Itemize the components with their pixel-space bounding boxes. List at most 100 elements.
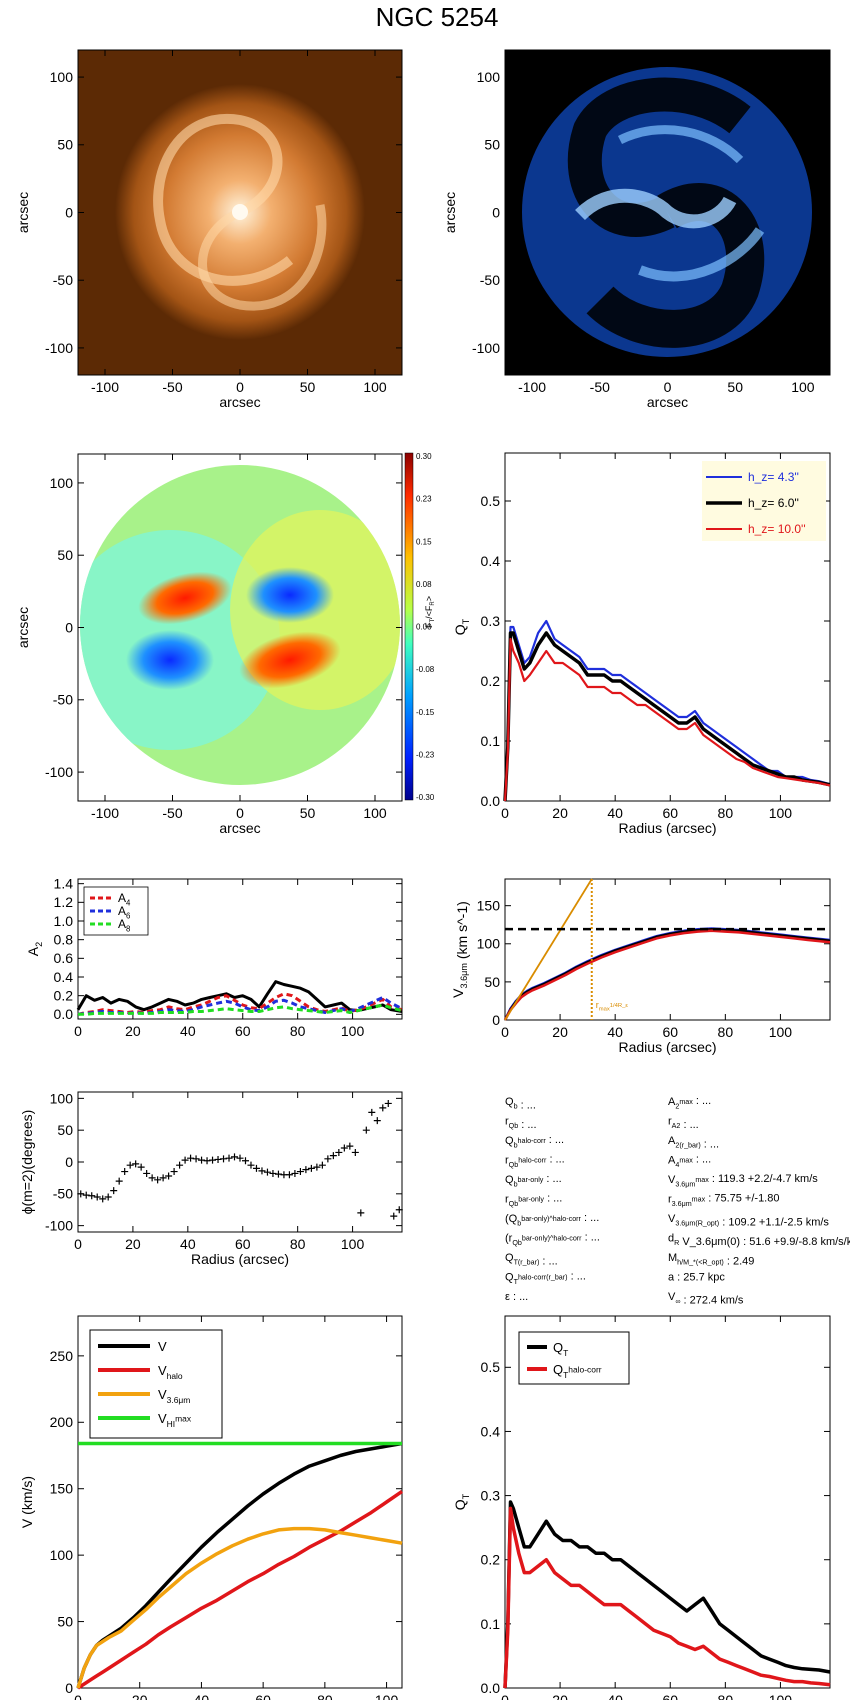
phase-point: [241, 1157, 249, 1165]
force-map-xtick-label: -50: [162, 805, 182, 821]
force-map-axes: -100 -50 0 50 100 -100 -50 0 50 100 arcsec arcsec: [15, 453, 403, 836]
phase-point: [143, 1169, 151, 1177]
force-map-blue-lobe-2: [246, 567, 334, 623]
qt-hz-legend-label: h_z= 10.0'': [748, 522, 806, 536]
rotation-36-xtick-label: 0: [501, 1024, 509, 1040]
colorbar-tick-label: -0.30: [416, 793, 435, 802]
colorbar-label: FT/<FR>: [424, 596, 436, 628]
amplitudes-ytick-label: 0.8: [54, 932, 74, 948]
force-map-blue-lobe-1: [126, 630, 214, 690]
phase-point: [176, 1161, 184, 1169]
image-residual-ytick-label: 100: [477, 69, 501, 85]
rotation-36-ylabel: V3.6μm (km s^-1): [450, 901, 470, 998]
info-left-line: (Qbbar-only)^halo-corr : ...: [505, 1212, 599, 1227]
info-panel: Qb : ... rQb : ... Qbhalo-corr : ... rQbhal…: [505, 1095, 850, 1306]
info-right-line: rA2 : ...: [668, 1116, 699, 1131]
phase-point: [165, 1172, 173, 1180]
phase-point: [154, 1176, 162, 1184]
phase-point: [126, 1161, 134, 1169]
image-residual-xtick-label: -50: [590, 379, 610, 395]
rotation-decomp-ytick-label: 0: [65, 1680, 73, 1696]
phase-point: [170, 1168, 178, 1176]
phase-point: [373, 1117, 381, 1125]
phase-point: [121, 1168, 129, 1176]
qt-halo-xtick-label: 0: [501, 1692, 509, 1700]
info-right-line: A2max : ...: [668, 1095, 711, 1110]
amplitudes-xtick-label: 0: [74, 1023, 82, 1039]
image-residual-xtick-label: 50: [727, 379, 743, 395]
image-residual-ytick-label: 0: [492, 204, 500, 220]
rotation-decomp-legend-label: V: [158, 1339, 167, 1354]
phase-point: [291, 1169, 299, 1177]
phase-point: [159, 1174, 167, 1182]
info-right-line: V3.6μmmax : 119.3 +2.2/-4.7 km/s: [668, 1173, 818, 1188]
figure-title: NGC 5254: [376, 2, 499, 32]
amplitudes-ytick-label: 1.2: [54, 894, 74, 910]
qt-halo-frame: [504, 1315, 831, 1689]
rotation-36-xtick-label: 60: [662, 1024, 678, 1040]
phase-point: [379, 1104, 387, 1112]
image-36-ytick-label: -100: [45, 340, 73, 356]
residual-dark-arm-1: [586, 183, 765, 348]
image-36-xtick-label: 100: [363, 379, 387, 395]
phase-point: [258, 1167, 266, 1175]
panel-force-map: 0.30 0.23 0.15 0.08 0.00 -0.08 -0.15 -0.23 -0.30…: [78, 452, 436, 802]
rotation-decomp-ytick-label: 50: [57, 1613, 73, 1629]
info-left-line: QT(r_bar) : ...: [505, 1252, 558, 1267]
qt-hz-ytick-label: 0.5: [481, 493, 501, 509]
phase-xlabel: Radius (arcsec): [191, 1251, 289, 1267]
rotation-decomp-ytick-label: 150: [50, 1481, 74, 1497]
qt-hz-ytick-label: 0.3: [481, 613, 501, 629]
phase-frame: [77, 1091, 403, 1233]
qt-hz-legend-label: h_z= 4.3'': [748, 470, 799, 484]
residual-bright-arm-1: [575, 188, 737, 229]
colorbar-tick-label: 0.08: [416, 580, 432, 589]
image-residual-ytick-label: 50: [484, 137, 500, 153]
qt-hz-ytick-label: 0.0: [481, 793, 501, 809]
qt-halo-xtick-label: 20: [552, 1692, 568, 1700]
info-right-line: A4max : ...: [668, 1153, 711, 1168]
rotation-decomp-xtick-label: 20: [132, 1692, 148, 1700]
qt-hz-legend-box: [702, 461, 826, 541]
info-right-line: V∞ : 272.4 km/s: [668, 1291, 744, 1306]
phase-point: [296, 1168, 304, 1176]
amplitudes-xtick-label: 20: [125, 1023, 141, 1039]
force-map-ylabel: arcsec: [15, 607, 31, 648]
qt-hz-ytick-label: 0.1: [481, 733, 501, 749]
qt-hz-ytick-label: 0.2: [481, 673, 501, 689]
residual-bright-arm-3: [617, 125, 744, 164]
phase-point: [115, 1177, 123, 1185]
qt-halo-xtick-label: 60: [662, 1692, 678, 1700]
rotation-decomp-xtick-label: 100: [375, 1692, 399, 1700]
phase-point: [247, 1161, 255, 1169]
image-residual-ylabel: arcsec: [442, 192, 458, 233]
force-map-xtick-label: 100: [363, 805, 387, 821]
qt-hz-legend-label: h_z= 6.0'': [748, 496, 799, 510]
image-36-ylabel: arcsec: [15, 192, 31, 233]
force-map-red-lobe-2: [239, 631, 341, 689]
rotation-decomp-xtick-label: 40: [194, 1692, 210, 1700]
colorbar-ticks: 0.30 0.23 0.15 0.08 0.00 -0.08 -0.15 -0.23 -0.30: [416, 452, 435, 802]
qt-hz-series-2: [503, 637, 831, 802]
phase-xtick-label: 0: [74, 1236, 82, 1252]
image-36-xtick-label: -50: [162, 379, 182, 395]
phase-xtick-label: 60: [235, 1236, 251, 1252]
rotation-36-xtick-label: 100: [769, 1024, 793, 1040]
phase-point: [137, 1163, 145, 1171]
phase-point: [340, 1144, 348, 1152]
rotation-decomp-xtick-label: 0: [74, 1692, 82, 1700]
info-left-line: rQb : ...: [505, 1116, 537, 1131]
qt-halo-legend-box: [518, 1331, 630, 1385]
force-map-xlabel: arcsec: [219, 820, 260, 836]
qt-halo-ytick-label: 0.4: [481, 1423, 501, 1439]
phase-point: [132, 1160, 140, 1168]
image-residual-axes: -100 -50 0 50 100 -100 -50 0 50 100 arcsec arcsec: [442, 49, 831, 410]
amplitudes-series-0: [76, 980, 403, 1013]
info-left-line: Qb : ...: [505, 1096, 536, 1111]
chart-layer: -100 -50 0 50 100-100-50050100arcsecarcsec-1…: [15, 49, 831, 1705]
amplitudes-ytick-label: 0.4: [54, 969, 74, 985]
colorbar-tick-label: -0.15: [416, 708, 435, 717]
phase-point: [252, 1164, 260, 1172]
phase-ylabel: ϕ(m=2)(degrees): [19, 1110, 35, 1215]
